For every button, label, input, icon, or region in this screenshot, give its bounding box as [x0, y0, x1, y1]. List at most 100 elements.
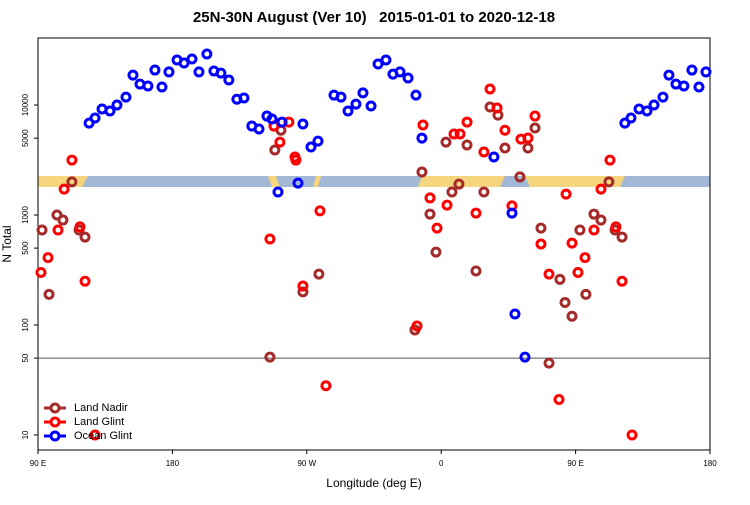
point: [402, 72, 414, 84]
point: [506, 207, 518, 219]
point: [616, 275, 628, 287]
point: [554, 273, 566, 285]
point: [514, 171, 526, 183]
legend-label: Ocean Glint: [74, 430, 132, 442]
point: [74, 221, 86, 233]
land-band: [313, 176, 321, 187]
point: [461, 139, 473, 151]
point: [424, 208, 436, 220]
point: [417, 119, 429, 131]
point: [603, 176, 615, 188]
y-tick-label: 50: [21, 353, 30, 362]
point: [693, 81, 705, 93]
point: [509, 308, 521, 320]
point: [595, 183, 607, 195]
point: [595, 214, 607, 226]
point: [470, 207, 482, 219]
point: [350, 98, 362, 110]
point: [292, 177, 304, 189]
land-band: [268, 176, 280, 187]
point: [619, 117, 631, 129]
point: [215, 67, 227, 79]
point: [223, 74, 235, 86]
point: [305, 141, 317, 153]
point: [274, 136, 286, 148]
x-tick-label: 90 E: [30, 459, 46, 468]
point: [111, 99, 123, 111]
point: [678, 80, 690, 92]
y-tick-label: 10: [21, 430, 30, 439]
point: [519, 351, 531, 363]
point: [253, 123, 265, 135]
point: [410, 89, 422, 101]
point: [431, 222, 443, 234]
point: [264, 233, 276, 245]
point: [411, 320, 423, 332]
point: [488, 151, 500, 163]
point: [79, 231, 91, 243]
point: [238, 92, 250, 104]
point: [156, 81, 168, 93]
ocean-band: [38, 176, 710, 187]
y-tick-label: 1000: [21, 206, 30, 224]
point: [441, 199, 453, 211]
point: [89, 112, 101, 124]
legend-marker: [49, 402, 61, 414]
point: [440, 136, 452, 148]
point: [641, 105, 653, 117]
legend-label: Land Nadir: [74, 402, 128, 414]
point: [163, 66, 175, 78]
point: [266, 113, 278, 125]
point: [616, 231, 628, 243]
point: [453, 178, 465, 190]
point: [529, 110, 541, 122]
point: [35, 267, 47, 279]
point: [335, 91, 347, 103]
x-tick-label: 0: [439, 459, 444, 468]
point: [43, 288, 55, 300]
point: [588, 208, 600, 220]
point: [543, 268, 555, 280]
plot-frame: [37, 37, 711, 451]
point: [543, 357, 555, 369]
legend-marker: [49, 430, 61, 442]
y-tick-label: 5000: [21, 129, 30, 147]
point: [470, 265, 482, 277]
point: [290, 154, 302, 166]
legend-marker: [49, 416, 61, 428]
point: [272, 186, 284, 198]
x-tick-label: 90 E: [567, 459, 583, 468]
point: [535, 238, 547, 250]
point: [58, 183, 70, 195]
point: [610, 221, 622, 233]
point: [142, 80, 154, 92]
point: [52, 224, 64, 236]
point: [491, 102, 503, 114]
x-tick-label: 90 W: [297, 459, 316, 468]
point: [372, 58, 384, 70]
point: [320, 380, 332, 392]
point: [579, 252, 591, 264]
point: [297, 286, 309, 298]
point: [314, 205, 326, 217]
y-axis-label: N Total: [0, 225, 14, 262]
point: [120, 91, 132, 103]
point: [66, 176, 78, 188]
point: [57, 214, 69, 226]
point: [357, 87, 369, 99]
point: [269, 144, 281, 156]
y-tick-label: 100: [21, 318, 30, 332]
point: [499, 142, 511, 154]
point: [297, 118, 309, 130]
point: [446, 186, 458, 198]
point: [572, 267, 584, 279]
point: [312, 135, 324, 147]
point: [264, 351, 276, 363]
point: [648, 99, 660, 111]
point: [553, 394, 565, 406]
point: [566, 237, 578, 249]
x-tick-label: 180: [703, 459, 717, 468]
point: [297, 280, 309, 292]
point: [104, 105, 116, 117]
